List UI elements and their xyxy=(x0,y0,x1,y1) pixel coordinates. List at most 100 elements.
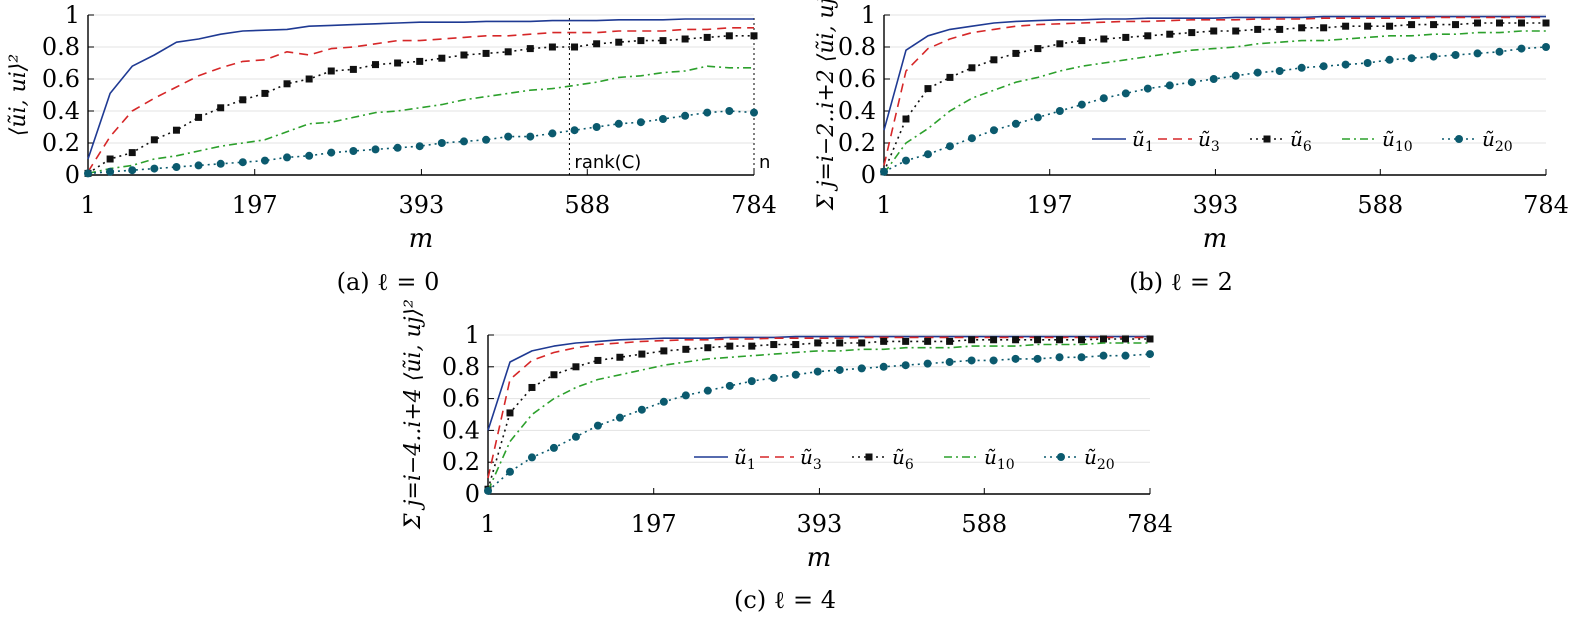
data-point-u6 xyxy=(438,54,446,62)
legend: ũ1 ũ3 ũ6 ũ10 ũ20 xyxy=(694,445,1115,473)
data-point-u6 xyxy=(1430,21,1438,29)
annotation-label: n xyxy=(759,152,770,173)
data-point-u20 xyxy=(84,169,92,178)
data-point-u20 xyxy=(1209,75,1218,83)
data-point-u20 xyxy=(548,129,557,138)
data-point-u20 xyxy=(549,443,558,452)
data-point-u6 xyxy=(1452,21,1460,29)
data-point-u6 xyxy=(1542,19,1550,27)
x-tick-label: 784 xyxy=(731,191,777,219)
data-point-u20 xyxy=(260,156,269,165)
data-point-u20 xyxy=(1473,49,1482,58)
data-point-u20 xyxy=(371,145,380,154)
data-point-u6 xyxy=(616,353,624,361)
legend-label-u1: ũ1 xyxy=(1132,127,1154,155)
data-point-u6 xyxy=(195,113,203,121)
data-point-u6 xyxy=(128,149,136,157)
legend-marker xyxy=(1057,453,1065,461)
data-point-u6 xyxy=(814,339,822,347)
data-point-u20 xyxy=(1011,354,1020,363)
legend-label-u6: ũ6 xyxy=(892,445,914,473)
x-tick-label: 588 xyxy=(564,191,610,219)
y-tick-label: 0.8 xyxy=(42,33,80,61)
data-point-u6 xyxy=(371,61,379,69)
data-point-u6 xyxy=(1276,25,1284,33)
y-axis-label: Σ j=i−4..i+4 ⟨ũi, uj⟩² xyxy=(401,299,426,530)
data-point-u6 xyxy=(394,59,402,67)
data-point-u6 xyxy=(748,342,756,350)
data-point-u20 xyxy=(1033,113,1042,122)
x-axis-label: m xyxy=(1203,224,1228,254)
data-point-u20 xyxy=(880,167,888,176)
data-point-u20 xyxy=(238,158,247,167)
data-point-u20 xyxy=(637,405,646,414)
y-axis-label: Σ j=i−2..i+2 ⟨ũi, uj⟩² xyxy=(814,0,839,211)
y-tick-label: 1 xyxy=(861,1,876,29)
data-point-u20 xyxy=(1253,68,1262,77)
data-point-u20 xyxy=(593,421,602,430)
series-line-u3 xyxy=(87,26,754,173)
x-tick-label: 1 xyxy=(80,191,95,219)
data-point-u20 xyxy=(1363,59,1372,67)
data-point-u20 xyxy=(747,377,756,386)
x-tick-label: 1 xyxy=(480,510,495,538)
data-point-u6 xyxy=(460,51,468,59)
data-point-u20 xyxy=(106,167,115,176)
data-point-u6 xyxy=(482,49,490,57)
y-tick-label: 0.2 xyxy=(42,129,80,157)
data-point-u6 xyxy=(638,350,646,358)
data-point-u6 xyxy=(792,341,800,349)
legend-label-u20: ũ20 xyxy=(1482,127,1513,155)
legend-subscript: 1 xyxy=(747,457,756,473)
legend-subscript: 6 xyxy=(905,457,914,473)
series-line-u20 xyxy=(87,110,755,175)
legend-symbol: ũ xyxy=(1382,127,1395,151)
data-point-u6 xyxy=(968,336,976,344)
panel-caption: (c) ℓ = 4 xyxy=(734,586,836,614)
data-point-u6 xyxy=(1320,24,1328,32)
legend-symbol: ũ xyxy=(1482,127,1495,151)
x-tick-label: 197 xyxy=(631,510,677,538)
y-axis-label: ⟨ũi, ui⟩² xyxy=(6,54,31,136)
data-point-u6 xyxy=(704,344,712,352)
series-line-u1 xyxy=(487,335,1150,431)
legend-symbol: ũ xyxy=(734,445,747,469)
data-point-u20 xyxy=(879,362,888,371)
data-point-u6 xyxy=(1078,37,1086,45)
data-point-u6 xyxy=(1122,33,1130,41)
data-point-u6 xyxy=(946,73,954,81)
data-point-u6 xyxy=(572,363,580,371)
legend-label-u10: ũ10 xyxy=(1382,127,1413,155)
data-point-u20 xyxy=(1099,94,1108,103)
data-point-u20 xyxy=(967,134,976,143)
data-point-u20 xyxy=(283,153,292,162)
data-point-u20 xyxy=(327,148,336,157)
x-tick-label: 588 xyxy=(1357,191,1403,219)
data-point-u20 xyxy=(1165,81,1174,90)
legend-marker xyxy=(865,453,873,461)
legend-symbol: ũ xyxy=(1198,127,1211,151)
data-point-u20 xyxy=(415,142,424,151)
x-tick-label: 784 xyxy=(1523,191,1569,219)
x-tick-label: 784 xyxy=(1127,510,1173,538)
data-point-u6 xyxy=(1100,35,1108,43)
data-point-u20 xyxy=(1146,350,1154,359)
data-point-u6 xyxy=(550,371,558,379)
data-point-u20 xyxy=(923,150,932,159)
data-point-u20 xyxy=(349,147,358,155)
data-point-u20 xyxy=(901,156,910,165)
y-tick-label: 0.4 xyxy=(838,97,876,125)
legend-symbol: ũ xyxy=(892,445,905,469)
data-point-u20 xyxy=(681,391,690,400)
data-point-u6 xyxy=(1144,32,1152,40)
data-point-u6 xyxy=(1056,40,1064,48)
data-point-u20 xyxy=(305,151,314,160)
data-point-u20 xyxy=(945,142,954,151)
data-point-u6 xyxy=(836,339,844,347)
data-point-u20 xyxy=(1187,78,1196,87)
data-point-u6 xyxy=(571,43,579,51)
y-tick-label: 0.6 xyxy=(42,65,80,93)
data-point-u20 xyxy=(1121,89,1130,98)
data-point-u20 xyxy=(1033,354,1042,363)
data-point-u6 xyxy=(261,89,269,97)
